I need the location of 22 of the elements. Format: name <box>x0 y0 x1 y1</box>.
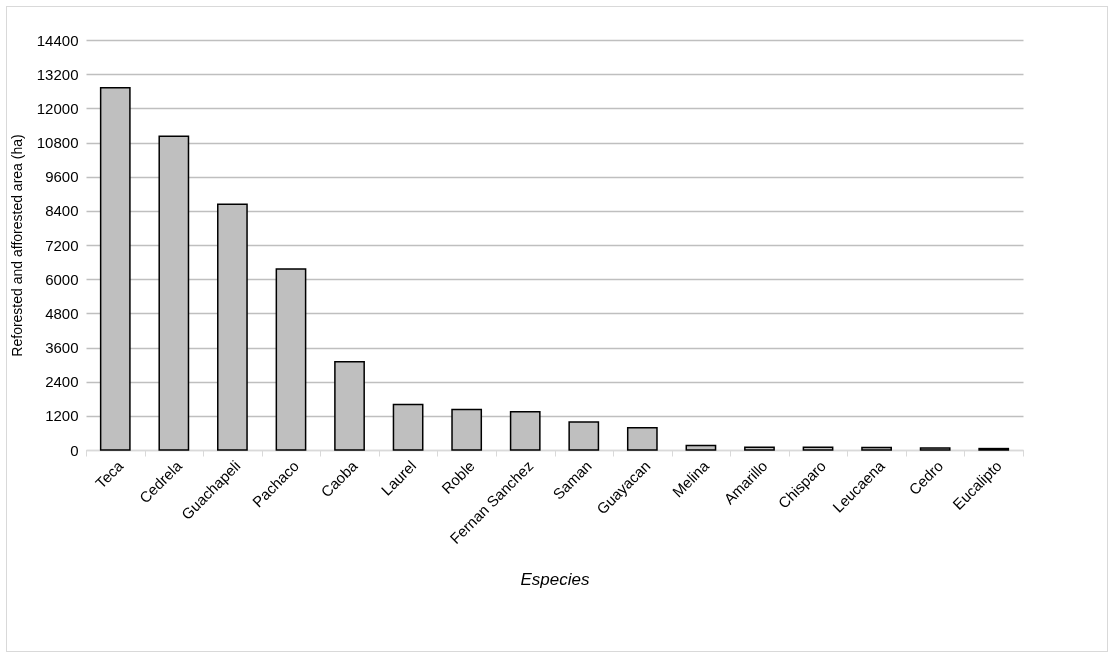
y-tick-label: 7200 <box>45 236 79 254</box>
y-tick-label: 10800 <box>36 134 79 151</box>
y-tick-label: 9600 <box>45 168 79 186</box>
y-tick-label: 12000 <box>36 99 79 117</box>
y-tick-label: 3600 <box>45 339 79 356</box>
bar <box>685 444 717 451</box>
bar <box>861 446 892 451</box>
y-tick-label: 2400 <box>45 373 79 391</box>
y-tick-label: 1200 <box>45 407 79 425</box>
y-tick-label: 6000 <box>45 270 79 288</box>
bar <box>802 446 834 451</box>
y-axis-title: Reforested and afforested area (ha) <box>8 134 25 357</box>
y-tick-label: 0 <box>70 441 79 459</box>
x-axis-title: Especies <box>520 569 590 589</box>
bar <box>626 427 658 451</box>
y-tick-label: 14400 <box>36 31 79 49</box>
bar <box>744 446 775 451</box>
y-tick-label: 4800 <box>45 304 79 322</box>
y-tick-label: 8400 <box>45 202 79 220</box>
x-tick-label: Teca <box>91 456 127 492</box>
y-tick-label: 13200 <box>36 65 79 83</box>
bar <box>568 421 600 451</box>
